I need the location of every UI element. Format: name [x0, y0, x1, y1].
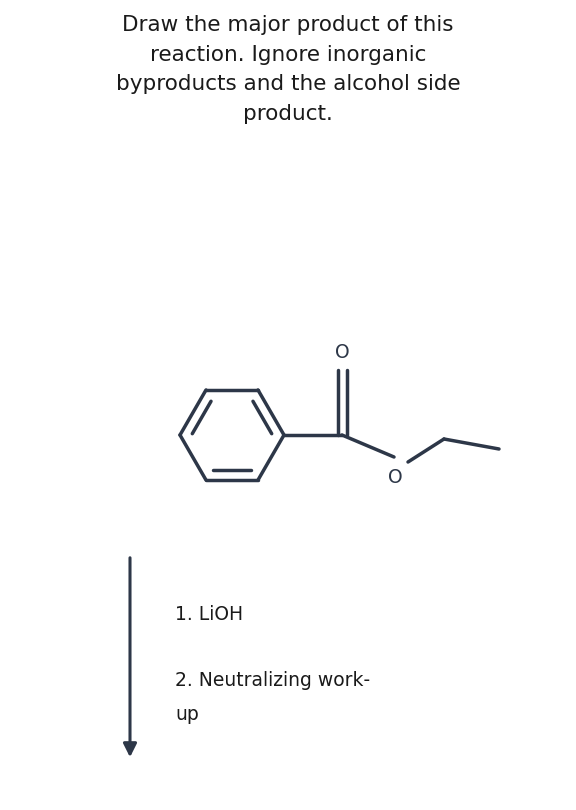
- Text: Draw the major product of this
reaction. Ignore inorganic
byproducts and the alc: Draw the major product of this reaction.…: [116, 15, 460, 124]
- Text: 1. LiOH: 1. LiOH: [175, 606, 243, 625]
- Text: 2. Neutralizing work-: 2. Neutralizing work-: [175, 671, 370, 689]
- Text: O: O: [388, 468, 402, 487]
- Text: up: up: [175, 706, 199, 724]
- Text: O: O: [335, 343, 349, 362]
